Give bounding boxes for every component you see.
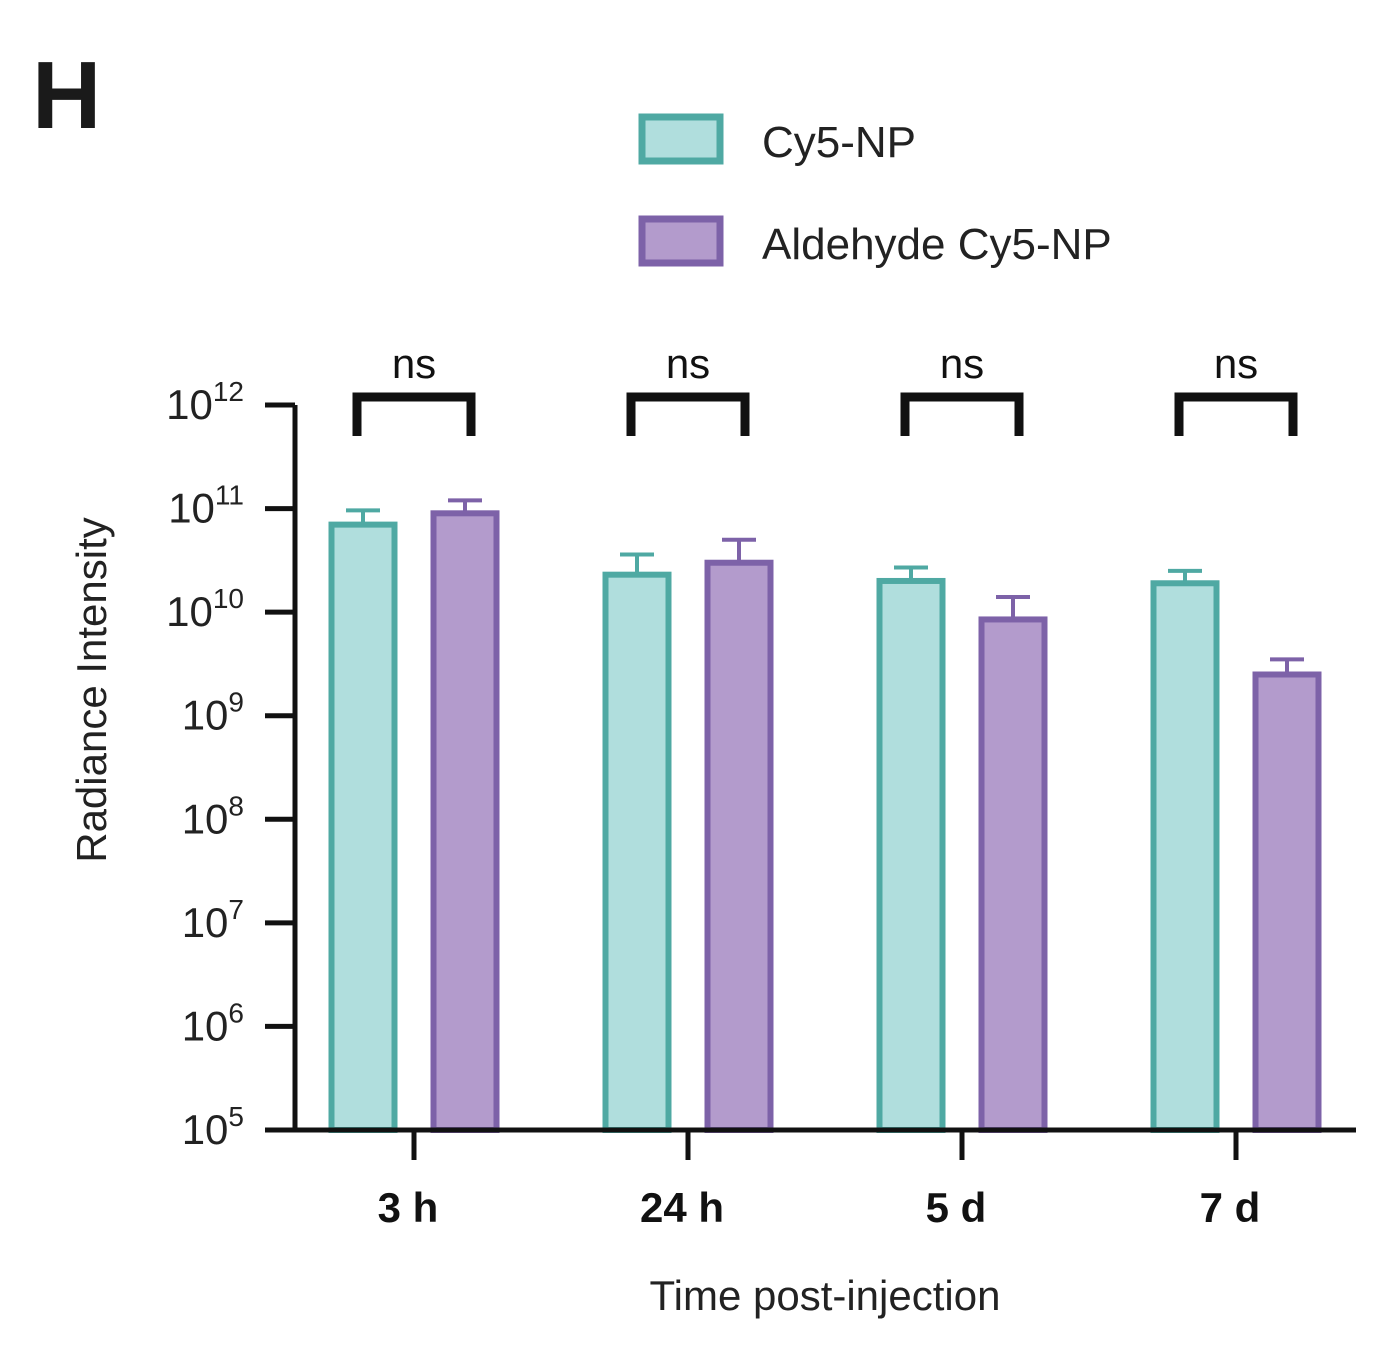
bar-aldehyde-cy5-np-3 xyxy=(1252,671,1322,1133)
significance-bracket-1 xyxy=(626,392,750,436)
x-tick-label-2: 5 d xyxy=(926,1184,987,1231)
y-tick-label-2: 1010 xyxy=(166,583,244,635)
y-tick-label-5: 107 xyxy=(182,894,244,946)
legend-swatch-cy5-np xyxy=(638,113,724,165)
x-tick-label-3: 7 d xyxy=(1200,1184,1261,1231)
legend-label-aldehyde-cy5-np: Aldehyde Cy5-NP xyxy=(762,220,1112,269)
legend: Cy5-NP Aldehyde Cy5-NP xyxy=(638,113,1112,269)
x-axis-title: Time post-injection xyxy=(650,1272,1001,1319)
y-axis-title: Radiance Intensity xyxy=(68,517,115,863)
bar-cy5-np-3 xyxy=(1150,580,1220,1133)
bar-aldehyde-cy5-np-0 xyxy=(430,510,500,1133)
significance-bracket-2 xyxy=(900,392,1024,436)
y-tick-label-3: 109 xyxy=(182,687,244,739)
x-tick-label-0: 3 h xyxy=(378,1184,439,1231)
bar-aldehyde-cy5-np-1 xyxy=(704,559,774,1133)
significance-label-0: ns xyxy=(392,340,436,387)
y-tick-label-1: 1011 xyxy=(168,480,244,532)
bar-cy5-np-2 xyxy=(876,577,946,1133)
y-tick-label-0: 1012 xyxy=(166,376,244,428)
bar-aldehyde-cy5-np-2 xyxy=(978,616,1048,1134)
y-tick-label-4: 108 xyxy=(182,790,244,842)
y-tick-label-7: 105 xyxy=(182,1101,244,1153)
legend-swatch-aldehyde-cy5-np xyxy=(638,215,724,267)
panel-letter: H xyxy=(32,42,101,149)
significance-label-2: ns xyxy=(940,340,984,387)
significance-bracket-0 xyxy=(352,392,476,436)
bar-cy5-np-0 xyxy=(328,521,398,1133)
x-tick-label-1: 24 h xyxy=(640,1184,724,1231)
y-tick-label-6: 106 xyxy=(182,997,244,1049)
significance-label-3: ns xyxy=(1214,340,1258,387)
plot-area: 1012 1011 1010 109 108 107 106 105 3 h 24 h 5 d 7 d… xyxy=(166,340,1356,1231)
significance-bracket-3 xyxy=(1174,392,1298,436)
legend-label-cy5-np: Cy5-NP xyxy=(762,118,916,167)
significance-label-1: ns xyxy=(666,340,710,387)
bar-cy5-np-1 xyxy=(602,571,672,1133)
